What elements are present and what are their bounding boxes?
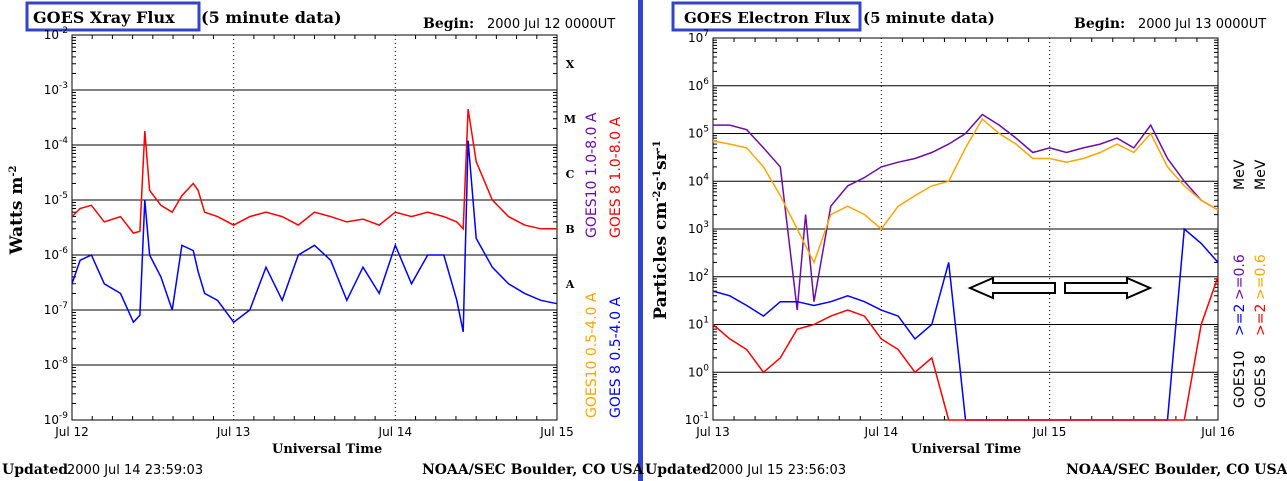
electron-y-tick-label: 103	[688, 220, 709, 236]
left-y-axis-label: Watts m-2	[7, 165, 27, 255]
xray-class-label: C	[566, 168, 575, 181]
electron-y-tick-label: 105	[688, 125, 709, 141]
xray-y-tick-label: 10-8	[44, 356, 69, 372]
electron-x-tick-label: Jul 16	[1200, 425, 1235, 439]
legend-goes10-06mev: >=0.6	[1232, 254, 1248, 300]
double-arrow-icon	[967, 276, 1153, 300]
electron-y-tick-label: 102	[688, 268, 709, 284]
left-x-axis-label: Universal Time	[272, 442, 382, 457]
xray-y-tick-label: 10-9	[44, 411, 69, 427]
xray-series-line-3	[71, 140, 558, 333]
legend-goes8: GOES 8	[1253, 355, 1269, 408]
right-title-rest: (5 minute data)	[863, 9, 995, 27]
xray-class-label: B	[565, 223, 574, 236]
xray-x-tick-label: Jul 12	[54, 425, 89, 439]
left-title: GOES Xray Flux	[33, 8, 175, 27]
right-begin-label: Begin:	[1074, 16, 1125, 32]
right-legend: GOES10 GOES 8 >=2 >=0.6 >=2 >=0.6 MeV Me…	[1232, 159, 1269, 408]
left-title-rest: (5 minute data)	[201, 8, 342, 27]
electron-y-tick-label: 107	[688, 29, 709, 45]
xray-legend-entry: GOES10 0.5-4.0 A	[584, 292, 600, 418]
right-footer-updated-label: Updated	[645, 462, 711, 478]
xray-class-label: A	[565, 278, 575, 291]
right-footer-updated-value: 2000 Jul 15 23:56:03	[710, 463, 846, 478]
xray-series-line-1	[71, 108, 557, 234]
xray-x-tick-label: Jul 15	[539, 425, 574, 439]
electron-series-line-2	[712, 276, 1219, 421]
xray-y-tick-label: 10-2	[44, 26, 68, 42]
electron-x-tick-label: Jul 15	[1032, 425, 1067, 439]
left-footer-updated-value: 2000 Jul 14 23:59:03	[67, 463, 203, 478]
legend-goes8-2mev: >=2	[1253, 304, 1269, 336]
xray-y-tick-label: 10-6	[44, 246, 69, 262]
legend-unit-1: MeV	[1232, 159, 1248, 190]
electron-y-tick-label: 106	[688, 77, 709, 93]
electron-x-tick-label: Jul 13	[695, 425, 730, 439]
legend-goes10: GOES10	[1232, 351, 1248, 408]
xray-x-tick-label: Jul 13	[216, 425, 251, 439]
left-legend: GOES10 1.0-8.0 A GOES 8 1.0-8.0 A GOES10 0…	[584, 112, 624, 418]
electron-y-tick-label: 10-1	[685, 411, 709, 427]
legend-unit-2: MeV	[1253, 159, 1269, 190]
electron-x-tick-label: Jul 14	[864, 425, 899, 439]
xray-class-label: M	[564, 113, 576, 126]
electron-plot-area: 10-1 100 101 102 103 104 105 106 107 Jul 13 Jul 14…	[685, 29, 1235, 439]
electron-y-tick-label: 101	[688, 316, 709, 332]
legend-goes8-06mev: >=0.6	[1253, 254, 1269, 300]
left-footer-credit: NOAA/SEC Boulder, CO USA	[422, 462, 645, 478]
right-x-axis-label: Universal Time	[911, 442, 1021, 457]
xray-y-tick-label: 10-7	[44, 301, 68, 317]
right-title-box	[671, 1, 862, 32]
xray-plot-frame	[71, 34, 558, 421]
xray-y-tick-label: 10-4	[44, 136, 69, 152]
left-begin-label: Begin:	[423, 16, 474, 32]
right-y-axis-label: Particles cm-2s-1sr-1	[651, 140, 671, 320]
xray-y-tick-label: 10-3	[44, 81, 68, 97]
right-footer-credit: NOAA/SEC Boulder, CO USA	[1066, 462, 1287, 478]
xray-class-label: X	[566, 58, 575, 71]
electron-y-tick-label: 100	[688, 363, 709, 379]
electron-series-line-0	[713, 113, 1219, 311]
right-title: GOES Electron Flux	[684, 9, 851, 27]
right-begin-value: 2000 Jul 13 0000UT	[1138, 17, 1266, 32]
electron-y-tick-label: 104	[688, 172, 709, 188]
electron-series-line-3	[712, 117, 1219, 265]
legend-goes10-2mev: >=2	[1232, 304, 1248, 336]
xray-y-tick-label: 10-5	[44, 191, 68, 207]
xray-legend-entry: GOES10 1.0-8.0 A	[584, 112, 600, 238]
xray-legend-entry: GOES 8 0.5-4.0 A	[608, 297, 624, 418]
left-begin-value: 2000 Jul 12 0000UT	[487, 17, 615, 32]
panel-divider	[638, 0, 643, 481]
xray-x-tick-label: Jul 14	[378, 425, 413, 439]
left-footer-updated-label: Updated	[2, 462, 68, 478]
xray-legend-entry: GOES 8 1.0-8.0 A	[608, 117, 624, 238]
xray-plot-area: 10-9 10-8 10-7 10-6 10-5 10-4 10-3 10-2 Jul 12 Ju…	[44, 26, 576, 439]
left-title-box	[25, 1, 201, 32]
